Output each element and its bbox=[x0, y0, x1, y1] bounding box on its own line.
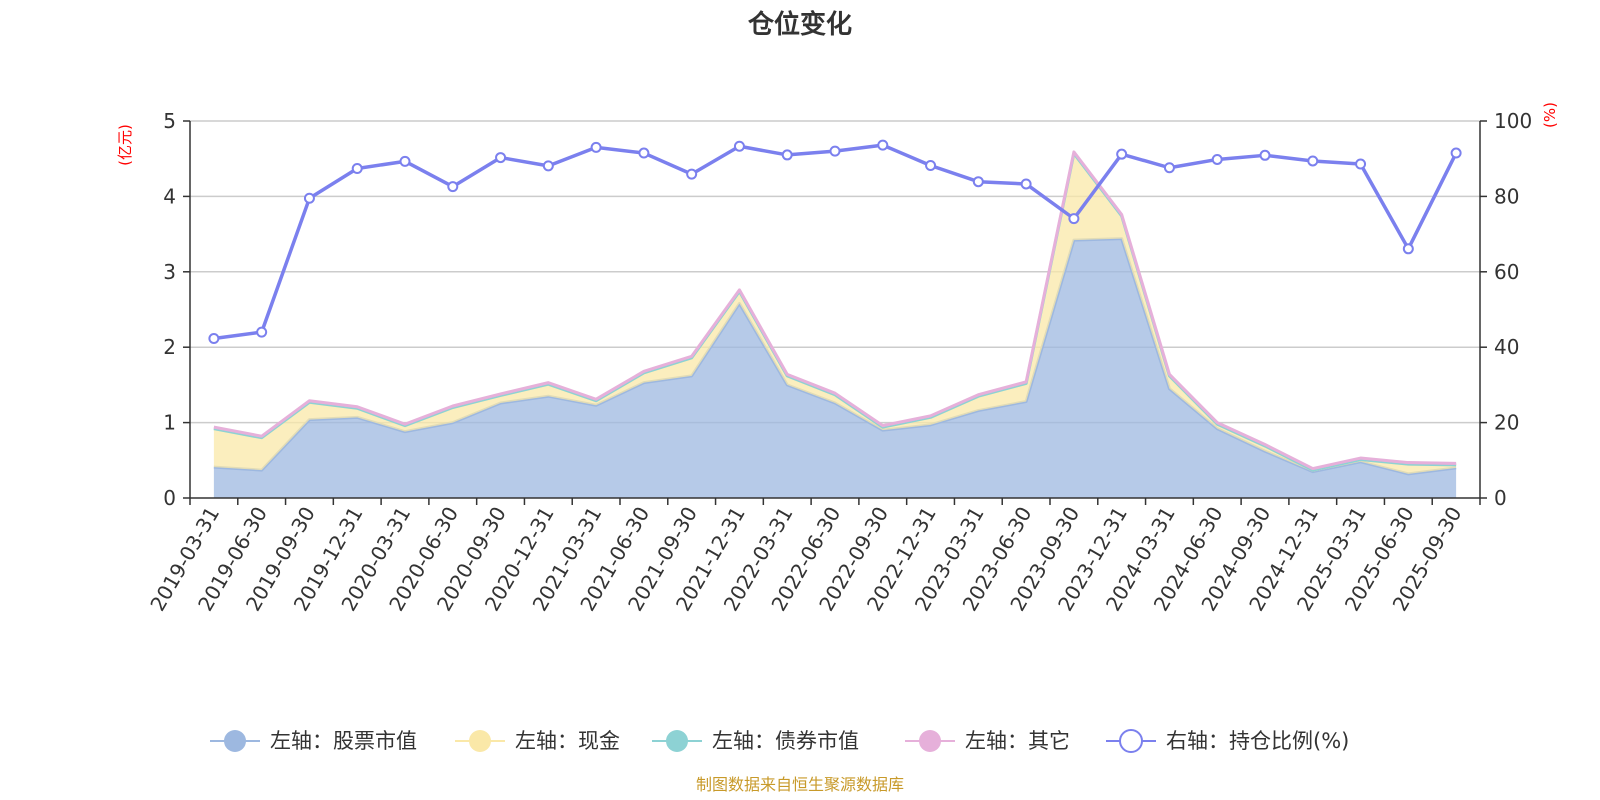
right-axis-tick-label: 100 bbox=[1494, 109, 1532, 133]
chart-title: 仓位变化 bbox=[747, 9, 852, 40]
left-axis-tick-label: 5 bbox=[163, 109, 176, 133]
data-source-note: 制图数据来自恒生聚源数据库 bbox=[696, 775, 904, 794]
ratio-point bbox=[1116, 148, 1128, 160]
ratio-point bbox=[1307, 155, 1319, 167]
legend-marker bbox=[666, 730, 688, 752]
area-股票市值 bbox=[213, 238, 1457, 498]
legend-label: 左轴：股票市值 bbox=[270, 729, 417, 753]
legend-label: 右轴：持仓比例(%) bbox=[1166, 729, 1349, 753]
ratio-point bbox=[1355, 158, 1367, 170]
ratio-line bbox=[208, 139, 1462, 345]
legend-item: 右轴：持仓比例(%) bbox=[1106, 729, 1349, 753]
ratio-point bbox=[542, 160, 554, 172]
ratio-point bbox=[781, 149, 793, 161]
legend-marker bbox=[224, 730, 246, 752]
axes: 0 01 202 403 604 805 1002019-03-312019-06-3020… bbox=[145, 109, 1532, 615]
left-axis-tick-label: 0 bbox=[163, 486, 176, 510]
right-axis-tick-label: 80 bbox=[1494, 184, 1519, 208]
ratio-point bbox=[733, 140, 745, 152]
ratio-point bbox=[1068, 213, 1080, 225]
ratio-point bbox=[208, 333, 220, 345]
ratio-point bbox=[1450, 147, 1462, 159]
left-axis-tick-label: 2 bbox=[163, 335, 176, 359]
legend-item: 左轴：其它 bbox=[905, 729, 1070, 753]
ratio-point bbox=[303, 192, 315, 204]
ratio-point bbox=[1211, 153, 1223, 165]
ratio-point bbox=[972, 176, 984, 188]
legend-label: 左轴：现金 bbox=[515, 729, 620, 753]
ratio-point bbox=[686, 168, 698, 180]
ratio-point bbox=[495, 152, 507, 164]
legend: 左轴：股票市值 左轴：现金 左轴：债券市值 左轴：其它 右轴：持仓比例(%) bbox=[210, 729, 1349, 753]
legend-label: 左轴：其它 bbox=[965, 729, 1070, 753]
ratio-point bbox=[638, 147, 650, 159]
ratio-point bbox=[590, 141, 602, 153]
legend-item: 左轴：债券市值 bbox=[652, 729, 859, 753]
legend-marker bbox=[1119, 729, 1143, 753]
left-axis-tick-label: 4 bbox=[163, 184, 176, 208]
legend-marker bbox=[469, 730, 491, 752]
ratio-line-path bbox=[213, 143, 1458, 341]
ratio-point bbox=[351, 163, 363, 175]
ratio-point bbox=[447, 181, 459, 193]
ratio-point bbox=[1020, 178, 1032, 190]
ratio-point bbox=[829, 145, 841, 157]
ratio-point bbox=[1259, 149, 1271, 161]
legend-marker bbox=[919, 730, 941, 752]
ratio-point bbox=[1402, 243, 1414, 255]
legend-label: 左轴：债券市值 bbox=[712, 729, 859, 753]
ratio-point bbox=[399, 155, 411, 167]
ratio-point bbox=[1163, 162, 1175, 174]
area-edge-其它 bbox=[213, 150, 1457, 471]
right-axis-unit: (%) bbox=[1541, 102, 1559, 128]
right-axis-tick-label: 40 bbox=[1494, 335, 1519, 359]
ratio-point bbox=[925, 159, 937, 171]
legend-item: 左轴：股票市值 bbox=[210, 729, 417, 753]
right-axis-tick-label: 0 bbox=[1494, 486, 1507, 510]
right-axis-tick-label: 60 bbox=[1494, 260, 1519, 284]
ratio-point bbox=[256, 326, 268, 338]
right-axis-tick-label: 20 bbox=[1494, 411, 1519, 435]
area-现金 bbox=[213, 153, 1457, 474]
left-axis-unit: (亿元) bbox=[116, 124, 134, 166]
gridlines bbox=[190, 120, 1480, 424]
ratio-point bbox=[877, 139, 889, 151]
left-axis-tick-label: 3 bbox=[163, 260, 176, 284]
left-axis-tick-label: 1 bbox=[163, 411, 176, 435]
legend-item: 左轴：现金 bbox=[455, 729, 620, 753]
stacked-areas bbox=[213, 150, 1457, 498]
